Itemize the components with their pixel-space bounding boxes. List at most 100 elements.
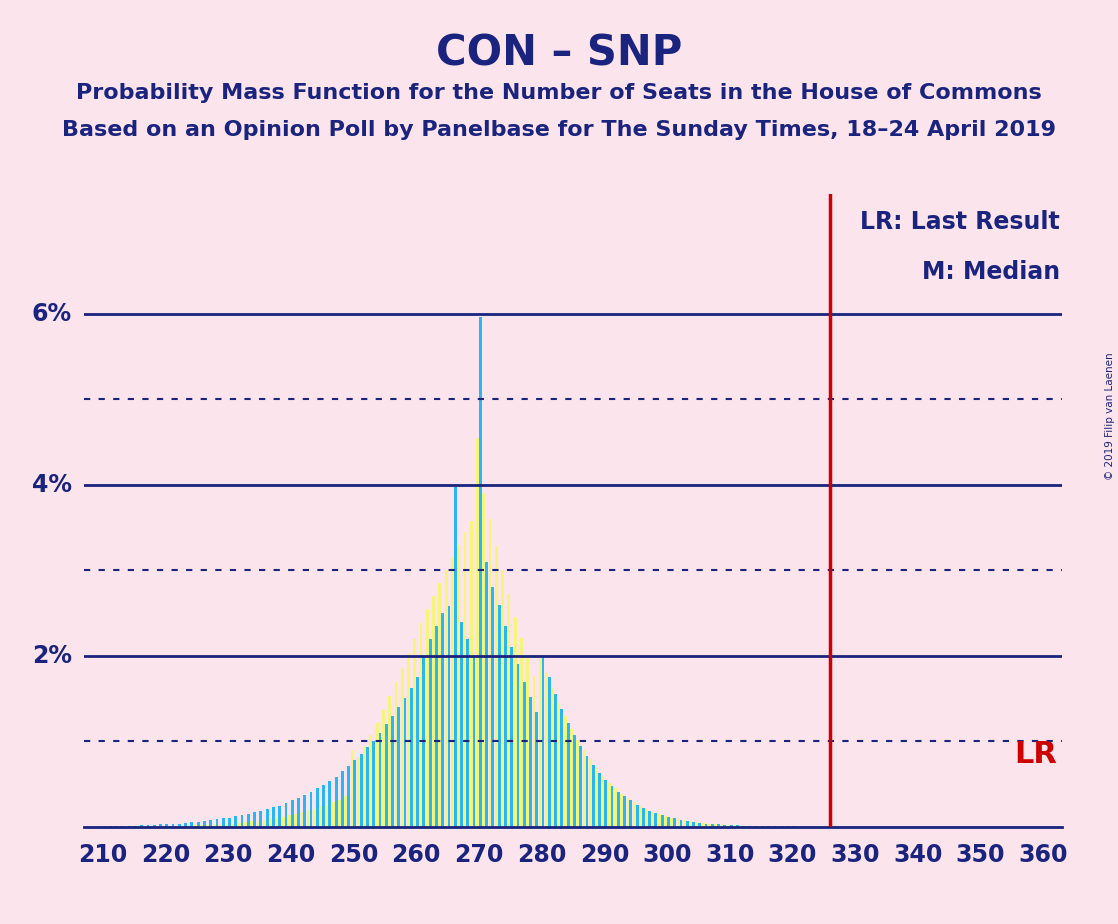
Bar	[723, 825, 727, 827]
Bar	[551, 688, 555, 827]
Text: LR: Last Result: LR: Last Result	[861, 210, 1060, 234]
Bar	[140, 825, 143, 827]
Bar	[733, 825, 736, 827]
Bar	[372, 741, 376, 827]
Text: 2%: 2%	[32, 644, 72, 668]
Bar	[736, 825, 739, 827]
Bar	[617, 792, 619, 827]
Bar	[546, 673, 548, 827]
Bar	[539, 658, 541, 827]
Bar	[454, 487, 456, 827]
Bar	[614, 788, 617, 827]
Bar	[235, 816, 237, 827]
Bar	[464, 532, 466, 827]
Bar	[257, 821, 259, 827]
Text: 6%: 6%	[32, 302, 72, 326]
Bar	[153, 825, 155, 827]
Bar	[320, 807, 322, 827]
Bar	[301, 812, 303, 827]
Bar	[219, 824, 221, 827]
Bar	[601, 775, 605, 827]
Bar	[683, 821, 685, 827]
Bar	[240, 815, 244, 827]
Bar	[633, 802, 636, 827]
Bar	[334, 776, 338, 827]
Bar	[259, 810, 263, 827]
Bar	[266, 809, 268, 827]
Text: M: Median: M: Median	[922, 261, 1060, 285]
Bar	[197, 821, 199, 827]
Bar	[322, 785, 325, 827]
Bar	[416, 677, 419, 827]
Bar	[238, 822, 240, 827]
Bar	[357, 757, 360, 827]
Bar	[263, 821, 266, 827]
Bar	[231, 823, 235, 827]
Bar	[577, 740, 579, 827]
Bar	[146, 825, 150, 827]
Bar	[626, 798, 629, 827]
Bar	[695, 821, 699, 827]
Text: © 2019 Filip van Laenen: © 2019 Filip van Laenen	[1106, 352, 1115, 480]
Bar	[451, 556, 454, 827]
Bar	[228, 818, 231, 827]
Bar	[348, 766, 350, 827]
Bar	[278, 806, 281, 827]
Bar	[216, 820, 218, 827]
Bar	[404, 698, 407, 827]
Bar	[482, 493, 485, 827]
Bar	[667, 817, 670, 827]
Bar	[316, 788, 319, 827]
Bar	[159, 824, 162, 827]
Bar	[730, 825, 732, 827]
Bar	[495, 546, 498, 827]
Bar	[654, 813, 657, 827]
Bar	[190, 821, 193, 827]
Bar	[639, 806, 642, 827]
Bar	[303, 796, 306, 827]
Bar	[253, 812, 256, 827]
Bar	[739, 825, 742, 827]
Bar	[605, 780, 607, 827]
Bar	[529, 697, 532, 827]
Bar	[652, 811, 654, 827]
Bar	[513, 616, 517, 827]
Bar	[620, 794, 623, 827]
Text: Based on an Opinion Poll by Panelbase for The Sunday Times, 18–24 April 2019: Based on an Opinion Poll by Panelbase fo…	[61, 120, 1057, 140]
Bar	[207, 825, 209, 827]
Bar	[244, 821, 247, 827]
Bar	[586, 756, 588, 827]
Bar	[664, 816, 667, 827]
Bar	[445, 570, 447, 827]
Bar	[426, 609, 428, 827]
Bar	[172, 823, 174, 827]
Bar	[442, 614, 444, 827]
Bar	[479, 317, 482, 827]
Bar	[338, 799, 341, 827]
Bar	[579, 746, 582, 827]
Bar	[708, 823, 711, 827]
Bar	[589, 760, 591, 827]
Bar	[704, 823, 708, 827]
Bar	[485, 562, 487, 827]
Bar	[360, 754, 362, 827]
Bar	[623, 796, 626, 827]
Bar	[673, 819, 676, 827]
Bar	[332, 802, 334, 827]
Bar	[560, 709, 563, 827]
Bar	[284, 803, 287, 827]
Bar	[645, 809, 648, 827]
Bar	[517, 664, 520, 827]
Bar	[388, 696, 391, 827]
Bar	[282, 817, 284, 827]
Bar	[209, 821, 212, 827]
Bar	[457, 545, 461, 827]
Bar	[297, 798, 300, 827]
Bar	[676, 820, 680, 827]
Bar	[642, 808, 645, 827]
Bar	[598, 773, 600, 827]
Bar	[608, 783, 610, 827]
Bar	[636, 805, 638, 827]
Bar	[366, 748, 369, 827]
Bar	[395, 683, 397, 827]
